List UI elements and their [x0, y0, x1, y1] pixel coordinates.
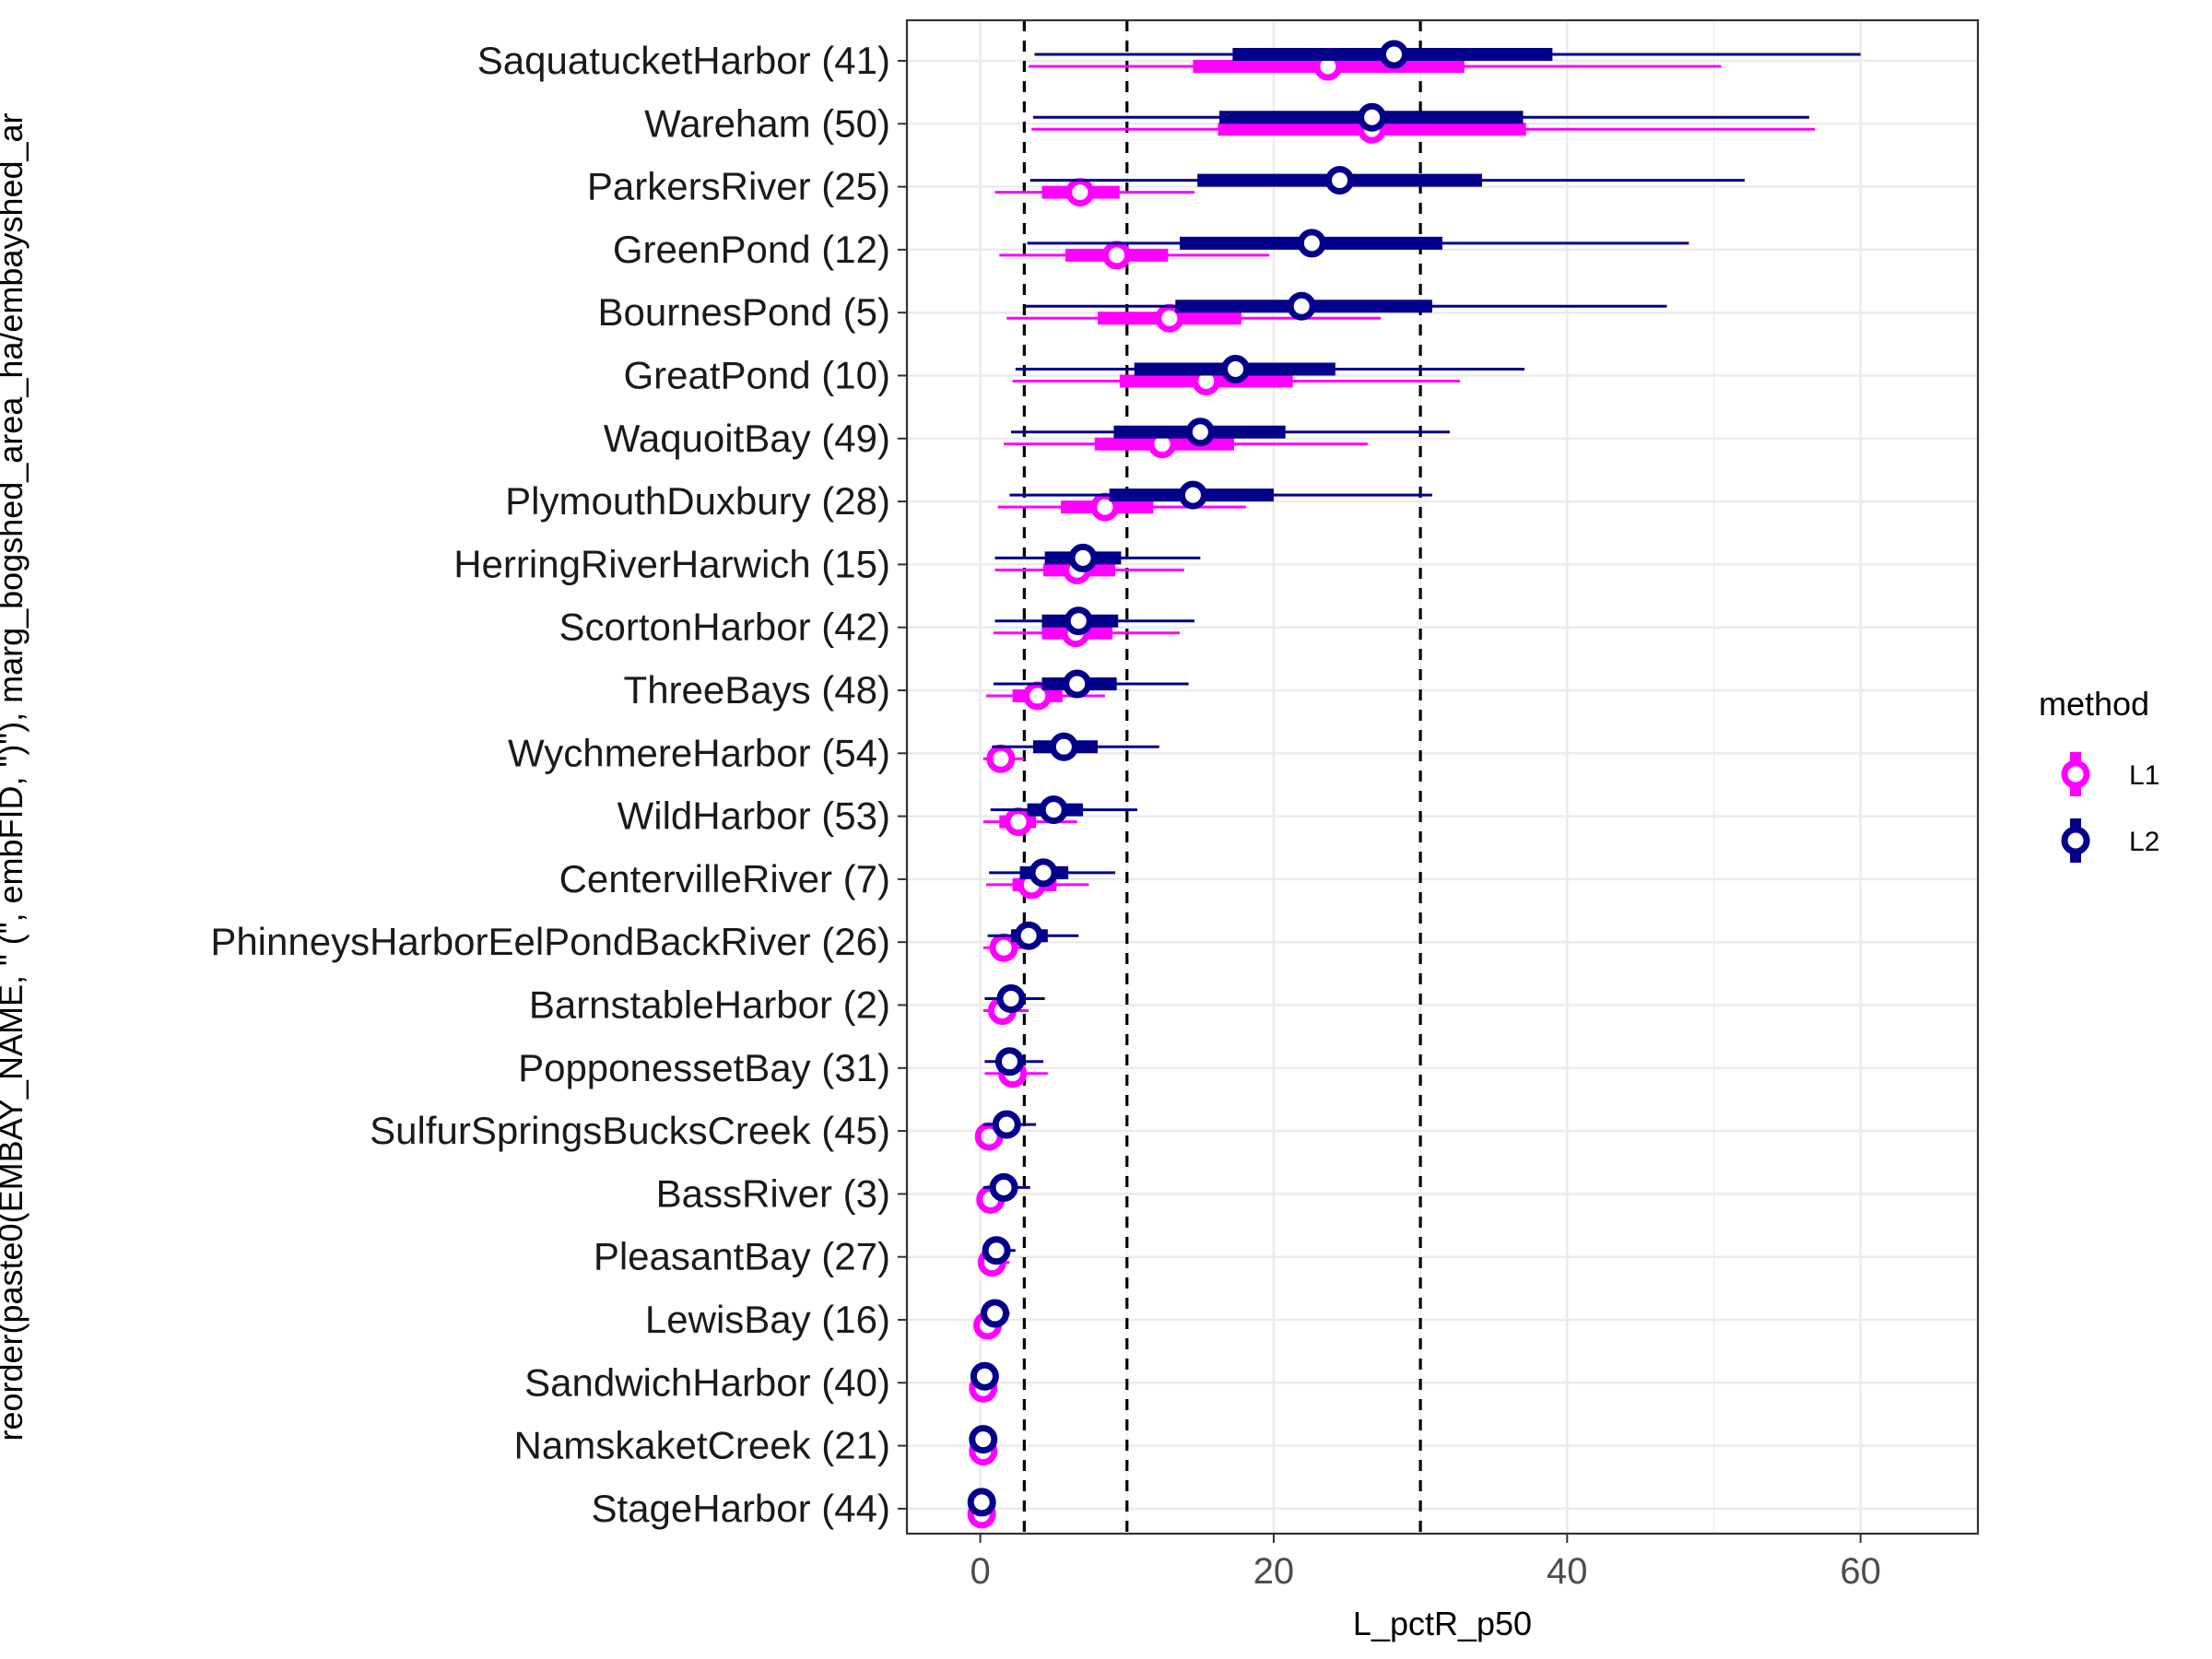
category-label: Wareham (50) [644, 101, 890, 145]
median-point [1185, 418, 1215, 447]
category-label: SulfurSpringsBucksCreek (45) [370, 1109, 890, 1152]
x-tick-label: 60 [1840, 1551, 1881, 1592]
x-tick-label: 20 [1253, 1551, 1295, 1592]
legend-entry-l2: L2 [2061, 818, 2159, 863]
median-point [1102, 241, 1132, 270]
legend-title: method [2039, 685, 2149, 723]
median-point [982, 1236, 1011, 1265]
median-point [1049, 732, 1078, 761]
plot-panel-border [905, 18, 1980, 1535]
median-point [986, 744, 1016, 773]
median-point [1379, 40, 1408, 69]
legend-key-point [2061, 826, 2090, 855]
median-point [994, 1047, 1024, 1077]
series-l2 [967, 40, 1861, 1517]
median-point [1063, 669, 1092, 699]
data-marks [967, 40, 1861, 1529]
category-label: PopponessetBay (31) [518, 1046, 890, 1089]
category-label: WychmereHarbor (54) [508, 731, 890, 774]
x-axis-title: L_pctR_p50 [1353, 1605, 1532, 1642]
legend-entry-l1: L1 [2061, 752, 2159, 796]
median-point [1325, 166, 1355, 195]
category-label: ScortonHarbor (42) [559, 606, 890, 649]
median-point [1178, 480, 1207, 510]
median-point [1221, 355, 1251, 383]
plot-panel-background [907, 20, 1978, 1534]
median-point [1065, 178, 1095, 207]
median-point [981, 1299, 1010, 1328]
reference-lines [1022, 20, 1422, 1534]
category-label: PhinneysHarborEelPondBackRiver (26) [210, 920, 890, 963]
category-label: StageHarbor (44) [592, 1487, 891, 1530]
median-point [1287, 291, 1316, 321]
median-point [1004, 807, 1033, 837]
category-label: CentervilleRiver (7) [559, 857, 890, 900]
panel-background [907, 20, 1978, 1534]
category-label: BassRiver (3) [656, 1171, 890, 1215]
category-label: WildHarbor (53) [618, 794, 890, 838]
median-point [1029, 858, 1058, 888]
category-label: PleasantBay (27) [594, 1235, 890, 1278]
legend-key-point [2061, 759, 2090, 789]
category-label: GreenPond (12) [613, 228, 890, 271]
y-axis-title: reorder(paste0(EMBAY_NAME, " (", embFID,… [0, 112, 29, 1441]
median-point [989, 1172, 1018, 1202]
category-labels: SaquatucketHarbor (41) Wareham (50) Parker… [210, 39, 907, 1530]
category-label: HerringRiverHarwich (15) [453, 542, 890, 585]
category-label: ParkersRiver (25) [587, 165, 890, 208]
category-label: WaquoitBay (49) [604, 417, 890, 460]
panel-border [905, 18, 1980, 1535]
category-label: PlymouthDuxbury (28) [505, 479, 890, 523]
category-label: BournesPond (5) [597, 290, 890, 334]
category-label: GreatPond (10) [624, 354, 891, 397]
category-label: NamskaketCreek (21) [514, 1424, 890, 1467]
x-tick-label: 40 [1547, 1551, 1588, 1592]
x-axis-ticks: 0 20 40 60 [970, 1534, 1881, 1592]
legend-label: L1 [2129, 760, 2159, 791]
median-point [969, 1425, 998, 1454]
legend-label: L2 [2129, 827, 2159, 857]
median-point [996, 984, 1026, 1013]
median-point [1014, 921, 1043, 950]
category-label: BarnstableHarbor (2) [529, 983, 890, 1027]
median-point [1358, 102, 1387, 132]
median-point [992, 1110, 1021, 1139]
median-point [1064, 606, 1093, 636]
category-label: ThreeBays (48) [624, 668, 890, 712]
median-point [1068, 543, 1098, 572]
category-label: SandwichHarbor (40) [524, 1360, 890, 1404]
legend: method L1 L2 [2039, 685, 2159, 863]
median-point [967, 1488, 996, 1517]
category-label: LewisBay (16) [645, 1298, 890, 1341]
x-tick-label: 0 [970, 1551, 990, 1592]
median-point [970, 1361, 999, 1391]
median-point [1039, 795, 1068, 825]
median-point [1297, 229, 1326, 258]
category-label: SaquatucketHarbor (41) [477, 39, 890, 82]
